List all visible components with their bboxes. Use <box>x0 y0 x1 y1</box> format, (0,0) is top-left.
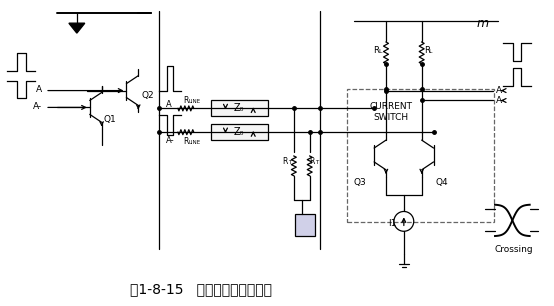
Text: Z₀: Z₀ <box>234 127 245 137</box>
Text: A-: A- <box>496 86 505 95</box>
Text: A: A <box>36 85 42 94</box>
Text: 图1-8-15   差分信号结构示意图: 图1-8-15 差分信号结构示意图 <box>130 282 271 296</box>
Text: SWITCH: SWITCH <box>373 113 408 122</box>
Bar <box>295 215 315 236</box>
Text: A: A <box>496 96 502 105</box>
Bar <box>211 124 268 140</box>
Text: T: T <box>288 160 291 166</box>
Text: R: R <box>373 47 379 55</box>
Text: L: L <box>378 50 382 54</box>
Text: Q1: Q1 <box>103 115 116 124</box>
Text: L: L <box>429 50 432 54</box>
Text: Z₀: Z₀ <box>234 103 245 114</box>
Text: Q2: Q2 <box>142 91 155 100</box>
Text: R: R <box>282 157 288 166</box>
Text: LINE: LINE <box>189 99 201 104</box>
Text: A-: A- <box>33 102 42 111</box>
Bar <box>211 100 268 116</box>
Text: I1: I1 <box>388 219 396 228</box>
Text: m: m <box>476 17 488 30</box>
Text: R: R <box>424 47 429 55</box>
Text: A: A <box>166 100 172 109</box>
Text: Crossing: Crossing <box>495 244 533 254</box>
Text: Q3: Q3 <box>354 178 367 187</box>
Text: R: R <box>183 96 188 105</box>
Text: CURRENT: CURRENT <box>370 102 413 111</box>
Text: A-: A- <box>166 136 175 145</box>
Text: Q4: Q4 <box>435 178 448 187</box>
Text: R: R <box>183 136 188 146</box>
Text: LINE: LINE <box>189 140 201 145</box>
Text: R: R <box>309 157 314 166</box>
Polygon shape <box>69 23 85 33</box>
Bar <box>347 89 494 222</box>
Text: T: T <box>315 160 318 166</box>
